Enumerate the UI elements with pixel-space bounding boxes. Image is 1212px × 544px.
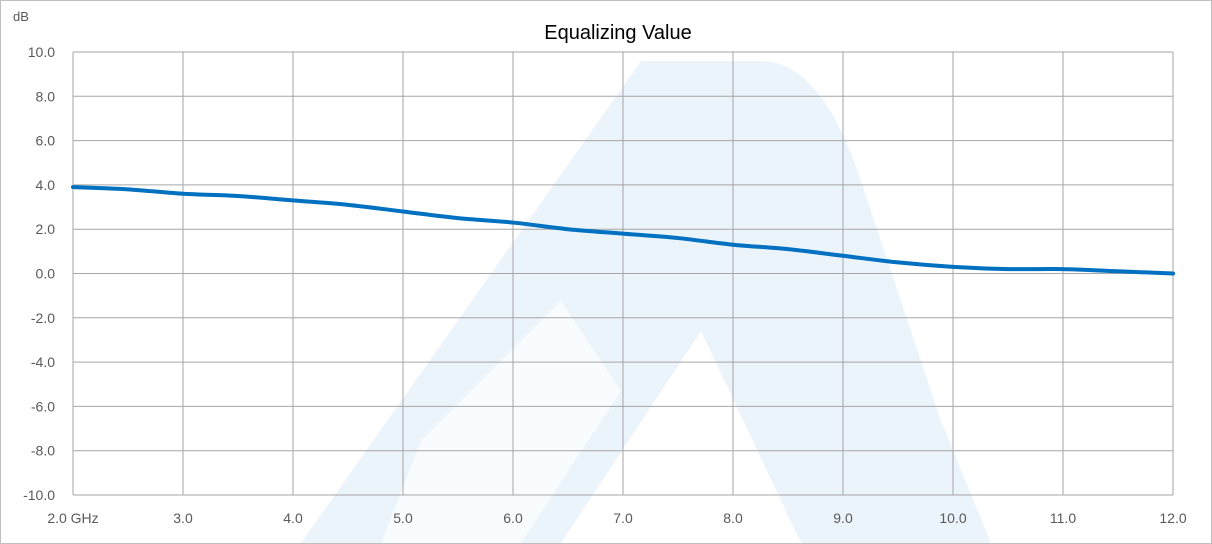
y-tick-label: -10.0 [23,487,55,503]
x-tick-label: 6.0 [503,510,523,526]
x-tick-label: 9.0 [833,510,853,526]
plot-series [71,185,1175,276]
plot-grid [72,51,1174,496]
y-tick-label: 4.0 [36,177,56,193]
y-tick-label: 6.0 [36,133,56,149]
x-tick-label: 3.0 [173,510,193,526]
y-tick-label: -8.0 [31,443,55,459]
watermark-logo [301,61,991,543]
x-tick-label: 10.0 [939,510,966,526]
y-axis-unit-label: dB [13,9,29,24]
x-tick-label: 8.0 [723,510,743,526]
y-tick-label: -4.0 [31,354,55,370]
y-tick-label: -6.0 [31,398,55,414]
y-tick-label: 2.0 [36,221,56,237]
x-axis-tick-labels: 2.0 GHz 3.0 4.0 5.0 6.0 7.0 8.0 9.0 10.0 11.0 12.0 [47,510,1187,526]
chart-title: Equalizing Value [544,22,692,44]
x-tick-label: 5.0 [393,510,413,526]
y-tick-label: 8.0 [36,88,56,104]
x-tick-label: 4.0 [283,510,303,526]
x-tick-label: 11.0 [1050,510,1076,526]
watermark-cutout [381,301,621,543]
y-tick-label: 10.0 [28,44,55,60]
watermark-shape [301,61,991,543]
x-tick-label: 7.0 [613,510,633,526]
x-tick-label: 12.0 [1159,510,1186,526]
y-axis-tick-labels: 10.0 8.0 6.0 4.0 2.0 0.0 -2.0 -4.0 -6.0 -8.0 -10.0 [23,44,55,503]
y-tick-label: -2.0 [31,310,55,326]
y-tick-label: 0.0 [36,266,56,282]
x-tick-label: 2.0 GHz [47,510,98,526]
